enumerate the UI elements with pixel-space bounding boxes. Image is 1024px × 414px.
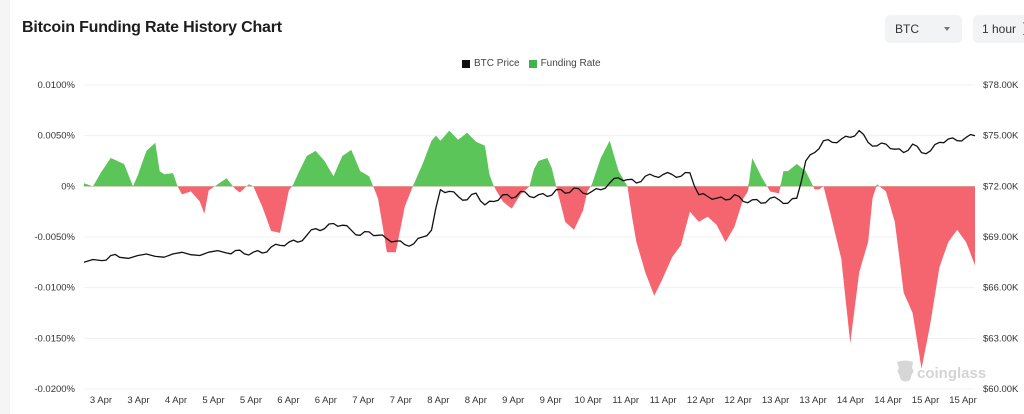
x-axis-tick: 11 Apr [650,395,677,406]
x-axis-tick: 12 Apr [724,395,751,406]
left-axis-tick: -0.0100% [34,283,75,294]
x-axis-tick: 14 Apr [874,395,901,406]
x-axis-tick: 6 Apr [315,395,337,406]
x-axis-tick: 5 Apr [240,395,262,406]
x-axis-tick: 3 Apr [90,395,112,406]
caret-down-icon [944,27,950,31]
left-axis-tick: 0.0100% [37,80,75,91]
legend-item-funding-rate[interactable]: Funding Rate [528,58,601,69]
negative-funding-area [84,186,975,369]
coinglass-logo-icon [897,360,914,382]
coin-select-value: BTC [895,22,919,36]
x-axis-tick: 7 Apr [390,395,412,406]
x-axis-tick: 9 Apr [502,395,524,406]
btc-price-path [83,129,976,263]
legend-label: Funding Rate [540,58,601,69]
page-title: Bitcoin Funding Rate History Chart [22,19,282,36]
right-axis-tick: $63.00K [983,333,1019,344]
x-axis-tick: 15 Apr [949,395,976,406]
chart-legend: BTC Price Funding Rate [462,58,605,69]
right-axis-tick: $60.00K [983,384,1019,395]
x-axis-tick: 12 Apr [687,395,714,406]
left-axis-tick: -0.0050% [34,232,75,243]
positive-funding-area [84,130,975,187]
x-axis-tick: 15 Apr [912,395,939,406]
left-axis-tick: -0.0200% [34,384,75,395]
up-down-arrows-icon: ⌃⌄ [1021,21,1024,38]
interval-select[interactable]: 1 hour ⌃⌄ [973,15,1024,43]
right-axis-tick: $69.00K [983,232,1019,243]
legend-item-btc-price[interactable]: BTC Price [462,58,520,69]
legend-swatch-btc-price [462,59,470,68]
coin-select[interactable]: BTC [885,15,962,43]
interval-select-value: 1 hour [982,22,1017,36]
x-axis-tick: 14 Apr [837,395,864,406]
x-axis-tick: 7 Apr [352,395,374,406]
x-axis-tick: 10 Apr [574,395,601,406]
right-axis-tick: $66.00K [983,283,1019,294]
x-axis-dates: 3 Apr 3 Apr 4 Apr 5 Apr 5 Apr 6 Apr 6 Apr 7 Apr… [90,395,977,406]
x-axis-tick: 6 Apr [277,395,299,406]
left-axis-tick: 0.0050% [37,131,75,142]
left-panel-edge [0,0,10,414]
right-axis-tick: $75.00K [983,131,1019,142]
x-axis-tick: 4 Apr [165,395,187,406]
x-axis-tick: 3 Apr [127,395,149,406]
x-axis-tick: 11 Apr [612,395,639,406]
legend-label: BTC Price [474,58,520,69]
btc-price-line [83,129,976,263]
funding-rate-area [84,130,975,369]
watermark-text: coinglass [917,365,986,382]
x-axis-tick: 13 Apr [799,395,826,406]
coinglass-watermark: coinglass [897,360,986,382]
x-axis-tick: 13 Apr [762,395,789,406]
x-axis-tick: 5 Apr [202,395,224,406]
right-axis-btc-price: $78.00K $75.00K $72.00K $69.00K $66.00K $63.0… [983,80,1019,395]
right-axis-tick: $72.00K [983,181,1019,192]
right-axis-tick: $78.00K [983,80,1019,91]
x-axis-tick: 8 Apr [427,395,449,406]
x-axis-tick: 8 Apr [465,395,487,406]
left-axis-tick: 0% [61,181,75,192]
left-axis-funding-rate: 0.0100% 0.0050% 0% -0.0050% -0.0100% -0.0150%… [34,80,75,395]
left-axis-tick: -0.0150% [34,333,75,344]
x-axis-tick: 9 Apr [540,395,562,406]
legend-swatch-funding-rate [528,59,537,68]
